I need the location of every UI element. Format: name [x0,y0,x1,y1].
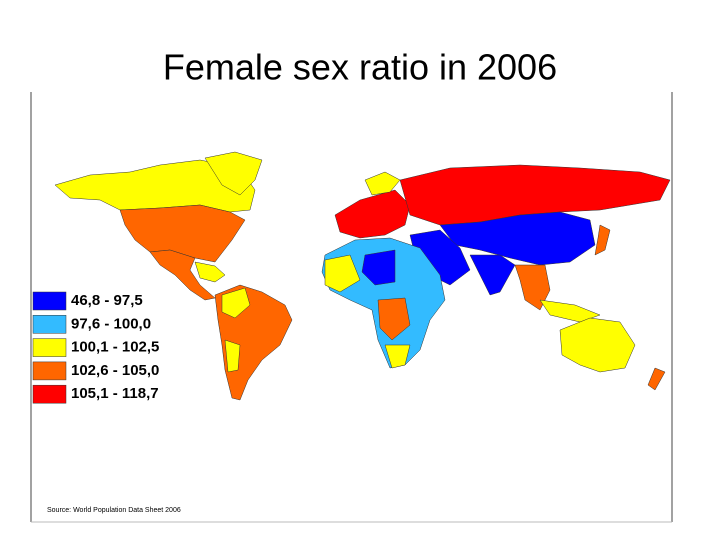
source: Source: World Population Data Sheet 2006 [47,507,181,514]
legend-swatch [32,315,67,334]
legend-label: 102,6 - 105,0 [71,362,159,379]
world-map [54,151,671,401]
legend-label: 100,1 - 102,5 [71,339,159,356]
legend-label: 105,1 - 118,7 [71,385,159,402]
legend-swatch [32,361,67,381]
legend-label: 97,6 - 100,0 [71,315,151,332]
legend-swatch [32,384,67,404]
legend: 46,8 - 97,5 97,6 - 100,0 100,1 - 102,5 102,… [32,291,159,404]
title: Female sex ratio in 2006 [163,47,557,88]
legend-label: 46,8 - 97,5 [71,292,143,309]
legend-swatch [32,291,67,311]
legend-swatch [32,338,67,357]
